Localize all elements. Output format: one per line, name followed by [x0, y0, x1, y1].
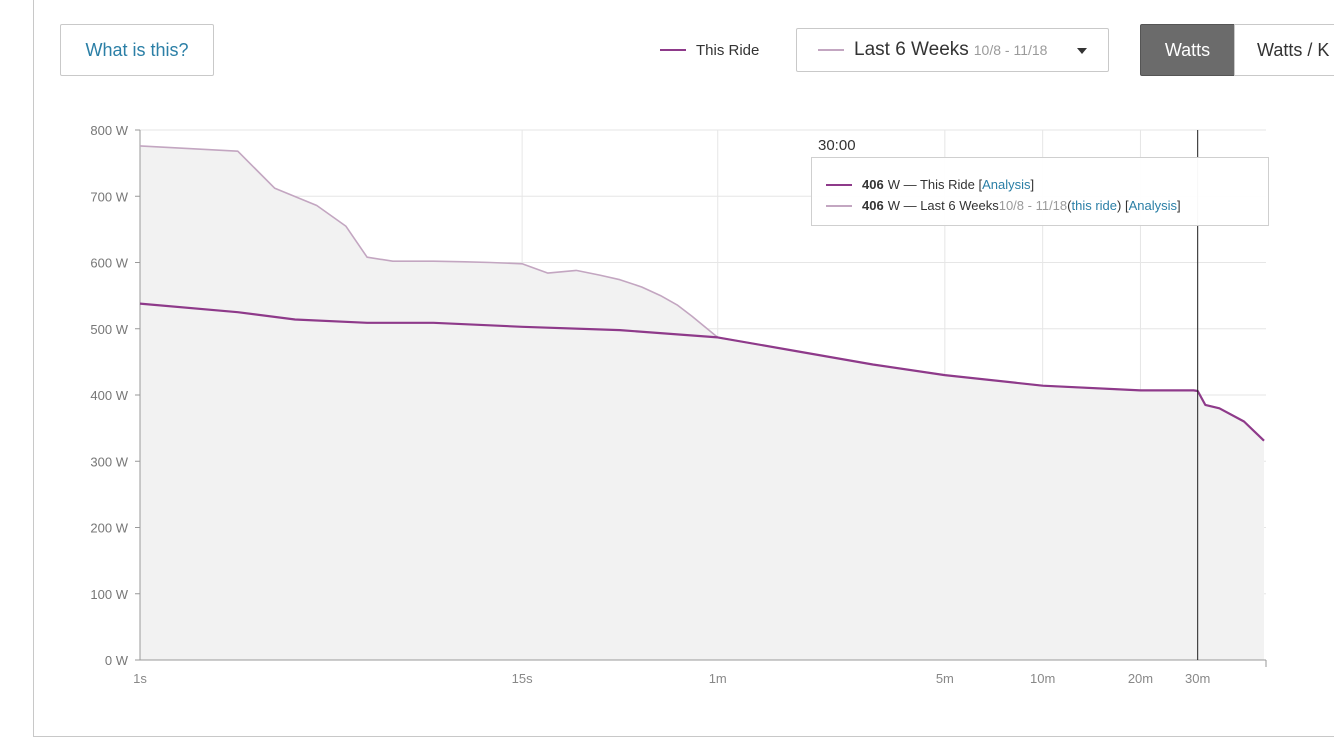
x-tick-label: 10m	[1030, 671, 1055, 686]
tooltip-row-this-ride: 406 W — This Ride [ Analysis ]	[826, 174, 1268, 195]
y-tick-label: 800 W	[90, 123, 128, 138]
legend-this-ride-label: This Ride	[696, 41, 760, 59]
tooltip-this-ride-value: 406	[862, 177, 884, 192]
watts-per-kg-toggle-button[interactable]: Watts / K	[1234, 24, 1334, 76]
tooltip-last-6-weeks-swatch	[826, 204, 852, 207]
tooltip-last-6-weeks-open-paren: (	[1067, 198, 1072, 213]
x-tick-label: 20m	[1128, 671, 1153, 686]
legend-this-ride: This Ride	[660, 40, 759, 60]
tooltip-last-6-weeks-analysis-link[interactable]: Analysis	[1128, 198, 1177, 213]
tooltip-last-6-weeks-close-bracket: ]	[1177, 198, 1181, 213]
y-tick-label: 600 W	[90, 256, 128, 271]
chart-lines	[139, 145, 1265, 442]
tooltip-this-ride-text: W — This Ride [	[887, 177, 983, 192]
tooltip-last-6-weeks-value: 406	[862, 198, 884, 213]
chart-axes: 0 W 100 W 200 W 300 W 400 W 500 W 600 W 700 W 80…	[90, 123, 1267, 686]
x-tick-label: 1m	[709, 671, 727, 686]
period-select-range: 10/8 - 11/18	[973, 42, 1048, 58]
y-tick-label: 400 W	[90, 388, 128, 403]
tooltip-this-ride-swatch	[826, 183, 852, 186]
series-line-this-ride	[139, 302, 1265, 442]
what-is-this-button[interactable]: What is this?	[60, 24, 214, 76]
cursor-time-label: 30:00	[818, 137, 856, 154]
x-tick-label: 1s	[133, 671, 147, 686]
this-ride-swatch	[660, 49, 686, 51]
y-tick-label: 100 W	[90, 587, 128, 602]
chart-areas	[140, 145, 1264, 660]
period-select-label: Last 6 Weeks	[854, 39, 969, 60]
chart-tooltip: 406 W — This Ride [ Analysis ] 406 W — L…	[811, 157, 1269, 226]
last-6-weeks-swatch	[818, 49, 844, 51]
x-tick-label: 30m	[1185, 671, 1210, 686]
tooltip-this-ride-analysis-link[interactable]: Analysis	[982, 177, 1031, 192]
x-tick-label: 15s	[512, 671, 533, 686]
tooltip-row-last-6-weeks: 406 W — Last 6 Weeks 10/8 - 11/18 ( this…	[826, 195, 1268, 216]
y-tick-label: 700 W	[90, 189, 128, 204]
y-tick-label: 200 W	[90, 521, 128, 536]
y-tick-label: 500 W	[90, 322, 128, 337]
y-tick-label: 300 W	[90, 454, 128, 469]
x-tick-label: 5m	[936, 671, 954, 686]
chevron-down-icon	[1077, 48, 1087, 54]
tooltip-last-6-weeks-text: W — Last 6 Weeks	[887, 198, 999, 213]
tooltip-last-6-weeks-mid: ) [	[1117, 198, 1129, 213]
tooltip-this-ride-link[interactable]: this ride	[1071, 198, 1118, 213]
tooltip-this-ride-close-bracket: ]	[1030, 177, 1035, 192]
watts-toggle-button[interactable]: Watts	[1140, 24, 1235, 76]
y-tick-label: 0 W	[105, 653, 129, 668]
period-select[interactable]: Last 6 Weeks 10/8 - 11/18	[796, 28, 1109, 72]
tooltip-last-6-weeks-range: 10/8 - 11/18	[998, 198, 1068, 213]
series-area-last-6-weeks	[140, 145, 1264, 660]
